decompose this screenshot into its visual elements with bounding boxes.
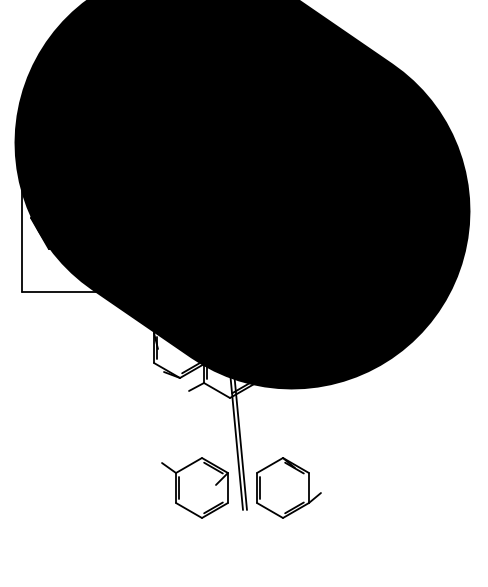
Text: H: H: [315, 175, 323, 185]
Text: P: P: [206, 177, 214, 191]
Text: N: N: [306, 238, 315, 251]
Text: H: H: [199, 250, 207, 260]
Text: Ru: Ru: [269, 211, 285, 224]
Text: ⁻Cl: ⁻Cl: [208, 195, 225, 205]
Text: P: P: [217, 248, 224, 261]
Text: N: N: [306, 184, 315, 197]
Text: Cl⁻: Cl⁻: [267, 278, 284, 288]
Text: H: H: [315, 248, 323, 258]
Text: H: H: [210, 168, 218, 178]
Text: 2+: 2+: [283, 214, 296, 223]
